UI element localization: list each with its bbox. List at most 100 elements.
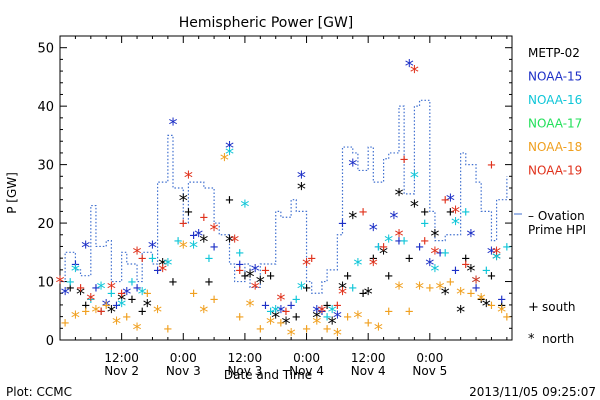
data-point-noaa-15-north: * [424,255,435,276]
data-point-noaa-18-south: + [143,286,151,302]
data-point-noaa-19-north: * [157,261,168,282]
data-point-noaa-15-south: + [210,239,218,255]
data-point-metp-02-north: * [465,261,476,282]
data-point-metp-02-north: * [481,296,492,317]
data-point-noaa-19-south: + [179,216,187,232]
data-point-noaa-19-south: + [441,193,449,209]
data-point-noaa-16-north: * [327,302,338,323]
data-point-noaa-16-north: * [270,302,281,323]
data-point-metp-02-south: + [385,269,393,285]
data-point-noaa-15-south: + [318,304,326,320]
data-point-noaa-15-south: + [338,216,346,232]
data-point-noaa-19-south: + [359,204,367,220]
data-point-noaa-15-north: * [486,243,497,264]
data-point-noaa-18-north: * [352,308,363,329]
data-point-noaa-18-south: + [189,286,197,302]
data-point-noaa-15-north: * [296,167,307,188]
data-point-noaa-16-north: * [224,144,235,165]
data-point-metp-02-north: * [198,232,209,253]
data-point-noaa-15-south: + [261,298,269,314]
data-point-noaa-18-north: * [414,278,425,299]
data-point-noaa-15-south: + [498,292,506,308]
x-tick-date: Nov 5 [412,364,447,378]
data-point-noaa-18-south: + [323,321,331,337]
data-point-metp-02-south: + [405,251,413,267]
data-point-noaa-16-north: * [96,278,107,299]
data-point-noaa-18-south: + [302,321,310,337]
legend: METP-02 NOAA-15 NOAA-16 NOAA-17 NOAA-18 NOAA-… [514,46,582,215]
data-point-noaa-16-south: + [128,275,136,291]
data-point-noaa-15-north: * [250,261,261,282]
data-point-metp-02-north: * [245,267,256,288]
data-point-noaa-15-north: * [368,220,379,241]
data-point-noaa-18-north: * [245,296,256,317]
data-point-metp-02-north: * [281,313,292,334]
x-axis-label: Date and Time [224,368,312,382]
data-point-noaa-15-north: * [121,284,132,305]
data-point-metp-02-south: + [487,269,495,285]
data-point-noaa-18-north: * [286,325,297,346]
legend-entry-noaa-17: NOAA-17 [528,117,582,131]
data-point-noaa-16-south: + [441,245,449,261]
data-point-noaa-15-north: * [445,191,456,212]
data-point-noaa-15-north: * [332,308,343,329]
data-point-metp-02-south: + [138,304,146,320]
data-point-metp-02-north: * [255,273,266,294]
data-point-noaa-15-south: + [395,234,403,250]
data-point-noaa-19-south: + [333,298,341,314]
data-point-metp-02-south: + [66,280,74,296]
data-point-noaa-15-north: * [60,284,71,305]
data-point-metp-02-north: * [296,179,307,200]
data-point-noaa-18-north: * [152,302,163,323]
data-point-noaa-18-north: * [373,319,384,340]
data-point-noaa-16-north: * [383,232,394,253]
north-marker-label: north [542,332,574,346]
data-point-noaa-18-north: * [455,284,466,305]
data-point-noaa-18-south: + [236,310,244,326]
x-tick-time: 12:00 [228,351,263,365]
data-point-noaa-19-north: * [471,273,482,294]
data-point-noaa-18-south: + [210,292,218,308]
data-point-noaa-19-south: + [97,304,105,320]
data-point-noaa-19-north: * [450,202,461,223]
data-point-noaa-19-south: + [462,257,470,273]
data-point-noaa-19-north: * [491,243,502,264]
data-point-metp-02-south: + [266,269,274,285]
data-point-noaa-16-north: * [239,197,250,218]
data-point-metp-02-south: + [369,251,377,267]
data-point-metp-02-south: + [169,275,177,291]
data-point-noaa-15-north: * [388,208,399,229]
data-point-metp-02-south: + [343,269,351,285]
x-tick-time: 0:00 [170,351,197,365]
data-point-metp-02-north: * [106,302,117,323]
x-tick-date: Nov 3 [166,364,201,378]
data-point-noaa-15-north: * [404,56,415,77]
data-point-metp-02-north: * [347,208,358,229]
data-point-noaa-18-south: + [446,275,454,291]
data-point-noaa-18-south: + [487,298,495,314]
data-point-noaa-18-south: + [385,304,393,320]
data-point-noaa-16-north: * [352,255,363,276]
data-point-noaa-15-south: + [189,228,197,244]
data-point-noaa-15-south: + [287,298,295,314]
data-point-noaa-15-north: * [311,302,322,323]
y-axis-label: P [GW] [5,172,19,214]
data-point-noaa-19-north: * [394,226,405,247]
data-point-noaa-15-south: + [472,280,480,296]
data-point-noaa-18-south: + [503,310,511,326]
data-point-noaa-18-north: * [476,290,487,311]
data-point-noaa-16-south: + [87,292,95,308]
data-point-noaa-18-south: + [364,315,372,331]
data-point-noaa-16-north: * [430,261,441,282]
y-tick-label: 30 [37,159,54,174]
data-point-noaa-18-north: * [435,278,446,299]
data-point-noaa-16-north: * [116,296,127,317]
data-point-metp-02-south: + [81,298,89,314]
data-point-noaa-15-south: + [153,263,161,279]
data-point-noaa-18-south: + [405,304,413,320]
chart-title: Hemispheric Power [GW] [179,15,354,31]
data-point-noaa-15-south: + [415,239,423,255]
y-tick-label: 50 [37,42,54,57]
ovation-label-line1: – Ovation [528,209,585,223]
